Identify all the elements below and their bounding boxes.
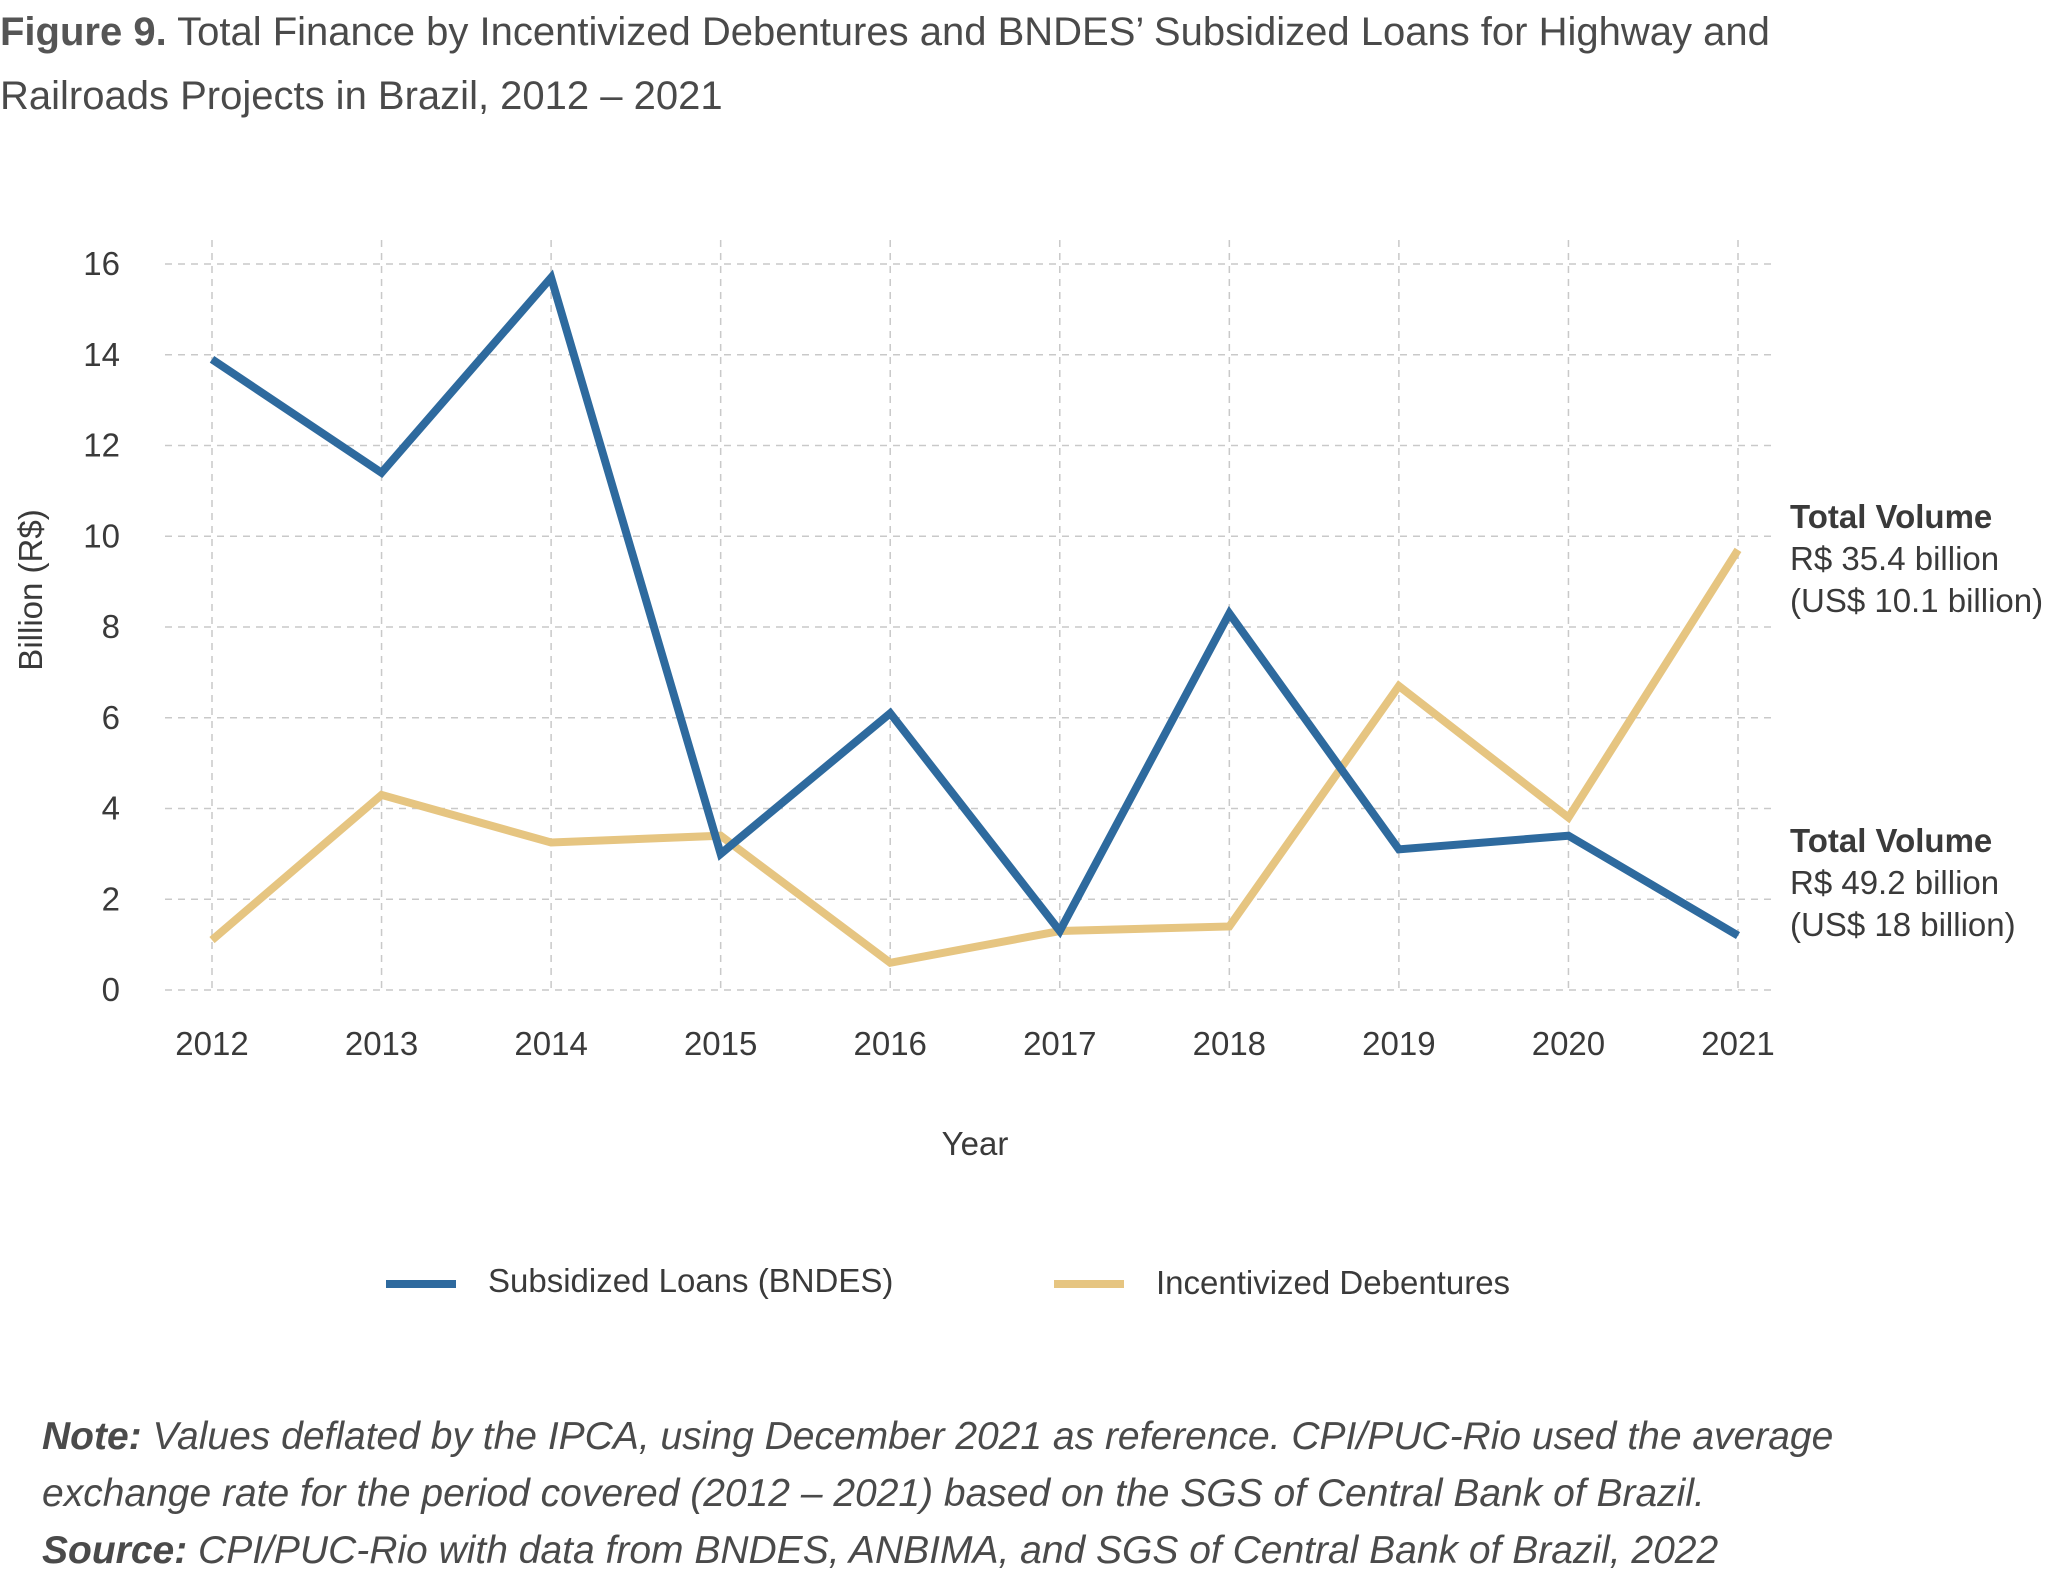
x-tick-label: 2019: [1362, 1025, 1435, 1062]
note-label: Note:: [42, 1415, 142, 1458]
y-tick-label: 8: [102, 608, 120, 645]
note-block: Note: Values deflated by the IPCA, using…: [42, 1408, 1992, 1579]
figure-label: Figure 9.: [0, 10, 167, 54]
series-line-subsidized-loans: [209, 269, 1741, 939]
y-tick-label: 14: [83, 336, 120, 373]
note-line: Note: Values deflated by the IPCA, using…: [42, 1408, 1992, 1522]
source-text: CPI/PUC-Rio with data from BNDES, ANBIMA…: [187, 1529, 1719, 1572]
annotation-loans-line1: R$ 49.2 billion: [1790, 864, 1999, 901]
y-tick-label: 6: [102, 699, 120, 736]
x-axis-label: Year: [942, 1125, 1009, 1162]
x-tick-label: 2018: [1193, 1025, 1266, 1062]
legend: Subsidized Loans (BNDES) Incentivized De…: [386, 1262, 1510, 1301]
y-tick-label: 16: [83, 245, 120, 282]
y-tick-label: 10: [83, 517, 120, 554]
annotation-debentures-line1: R$ 35.4 billion: [1790, 540, 1999, 577]
series-lines: [209, 269, 1742, 968]
grid: [165, 240, 1775, 991]
x-tick-labels: 2012 2013 2014 2015 2016 2017 2018 2019 2020 2021: [175, 1025, 1774, 1062]
series-line-incentivized-debentures: [209, 547, 1742, 968]
annotation-loans-line2: (US$ 18 billion): [1790, 906, 2016, 943]
annotation-loans-title: Total Volume: [1790, 822, 1992, 859]
x-tick-label: 2021: [1701, 1025, 1774, 1062]
annotation-debentures-title: Total Volume: [1790, 498, 1992, 535]
y-tick-label: 0: [102, 971, 120, 1008]
x-tick-label: 2014: [514, 1025, 587, 1062]
y-tick-label: 4: [102, 790, 120, 827]
legend-label-loans: Subsidized Loans (BNDES): [488, 1262, 893, 1299]
figure-title-text: Total Finance by Incentivized Debentures…: [0, 10, 1770, 118]
figure-title: Figure 9. Total Finance by Incentivized …: [0, 0, 1850, 128]
x-tick-label: 2012: [175, 1025, 248, 1062]
y-tick-label: 12: [83, 427, 120, 464]
legend-label-debentures: Incentivized Debentures: [1156, 1264, 1510, 1301]
x-tick-label: 2016: [854, 1025, 927, 1062]
x-tick-label: 2013: [345, 1025, 418, 1062]
note-text: Values deflated by the IPCA, using Decem…: [42, 1415, 1834, 1515]
annotation-debentures-line2: (US$ 10.1 billion): [1790, 582, 2043, 619]
y-tick-labels: 0 2 4 6 8 10 12 14 16: [83, 245, 120, 1008]
source-line: Source: CPI/PUC-Rio with data from BNDES…: [42, 1522, 1992, 1579]
x-tick-label: 2017: [1023, 1025, 1096, 1062]
annotation-loans: Total Volume R$ 49.2 billion (US$ 18 bil…: [1790, 822, 2016, 943]
y-axis-label: Billion (R$): [12, 509, 49, 670]
x-tick-label: 2020: [1532, 1025, 1605, 1062]
x-tick-label: 2015: [684, 1025, 757, 1062]
y-tick-label: 2: [102, 880, 120, 917]
source-label: Source:: [42, 1529, 188, 1572]
annotation-debentures: Total Volume R$ 35.4 billion (US$ 10.1 b…: [1790, 498, 2043, 619]
